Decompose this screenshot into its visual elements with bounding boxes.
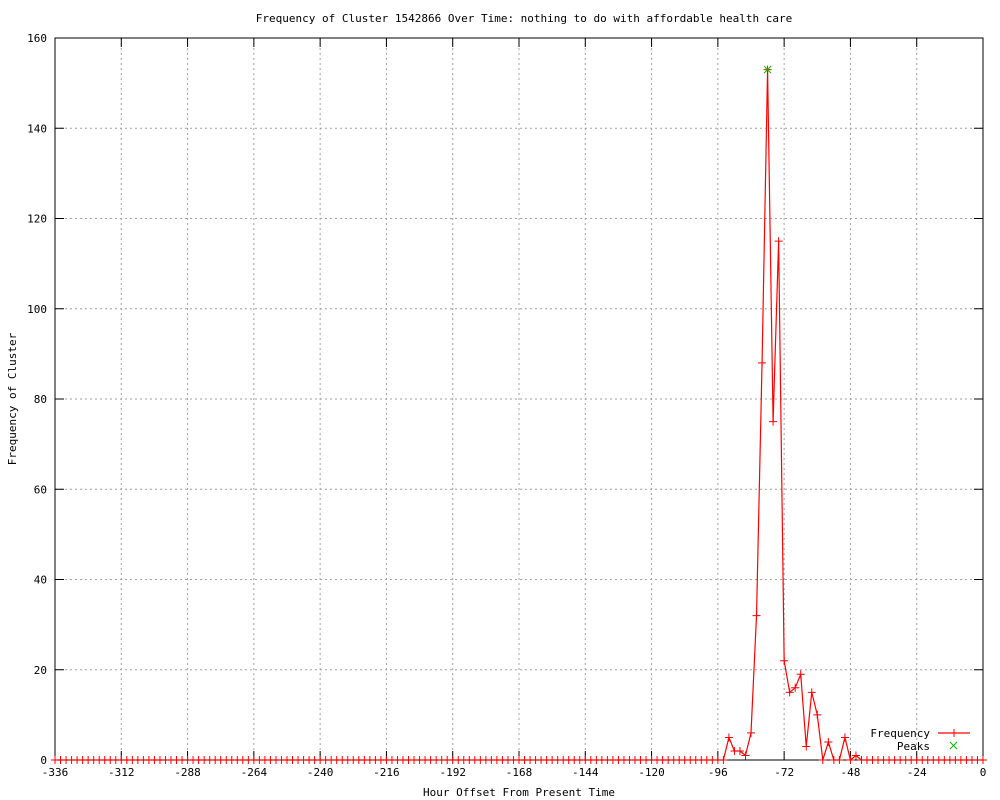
- legend-peaks-label: Peaks: [897, 740, 930, 753]
- x-tick-label: -192: [439, 766, 466, 779]
- y-tick-label: 0: [40, 754, 47, 767]
- frequency-point: [735, 746, 744, 755]
- frequency-point: [846, 756, 855, 764]
- frequency-point: [774, 237, 783, 246]
- frequency-point: [747, 728, 755, 737]
- legend-frequency-label: Frequency: [870, 727, 930, 740]
- x-axis-label: Hour Offset From Present Time: [423, 786, 615, 799]
- legend-frequency-marker: [950, 729, 958, 737]
- frequency-point: [741, 751, 750, 760]
- y-tick-label: 60: [34, 483, 47, 496]
- x-tick-label: -288: [174, 766, 201, 779]
- frequency-point: [802, 742, 811, 751]
- y-tick-label: 40: [34, 574, 47, 587]
- y-tick-label: 120: [27, 213, 47, 226]
- frequency-point: [769, 417, 778, 426]
- frequency-point: [979, 756, 987, 764]
- x-tick-label: -120: [638, 766, 665, 779]
- frequency-point: [824, 737, 833, 746]
- x-tick-label: -264: [241, 766, 268, 779]
- x-tick-label: -216: [373, 766, 400, 779]
- grid-lines: [55, 38, 983, 760]
- x-tick-label: -72: [774, 766, 794, 779]
- x-tick-label: -312: [108, 766, 135, 779]
- x-tick-label: 0: [980, 766, 987, 779]
- frequency-point: [758, 358, 767, 367]
- frequency-point: [752, 611, 761, 620]
- frequency-point: [791, 683, 800, 692]
- x-tick-label: -48: [840, 766, 860, 779]
- x-tick-label: -144: [572, 766, 599, 779]
- x-tick-label: -240: [307, 766, 334, 779]
- x-tick-label: -336: [42, 766, 69, 779]
- x-tick-label: -96: [708, 766, 728, 779]
- frequency-point: [780, 656, 789, 665]
- peak-point: [763, 65, 772, 74]
- frequency-point: [840, 733, 849, 742]
- frequency-point: [813, 710, 822, 719]
- legend-peaks-marker: [949, 741, 958, 750]
- frequency-point: [796, 670, 805, 679]
- frequency-point: [818, 756, 827, 764]
- x-tick-label: -24: [907, 766, 927, 779]
- y-tick-label: 80: [34, 393, 47, 406]
- frequency-point: [807, 688, 816, 697]
- axis-ticks: -336 -312 -288 -264 -240 -216 -192 -168 -144 -120…: [27, 32, 986, 779]
- chart-title: Frequency of Cluster 1542866 Over Time: …: [256, 12, 792, 25]
- frequency-point: [724, 733, 733, 742]
- y-tick-label: 160: [27, 32, 47, 45]
- x-tick-label: -168: [506, 766, 533, 779]
- series-layer: [51, 65, 987, 764]
- frequency-point: [835, 756, 844, 764]
- frequency-point: [851, 751, 860, 760]
- y-tick-label: 140: [27, 122, 47, 135]
- y-axis-label: Frequency of Cluster: [6, 332, 19, 465]
- frequency-point: [785, 688, 794, 697]
- frequency-point: [719, 756, 728, 764]
- y-tick-label: 100: [27, 303, 47, 316]
- legend: Frequency Peaks: [870, 727, 970, 753]
- y-tick-label: 20: [34, 664, 47, 677]
